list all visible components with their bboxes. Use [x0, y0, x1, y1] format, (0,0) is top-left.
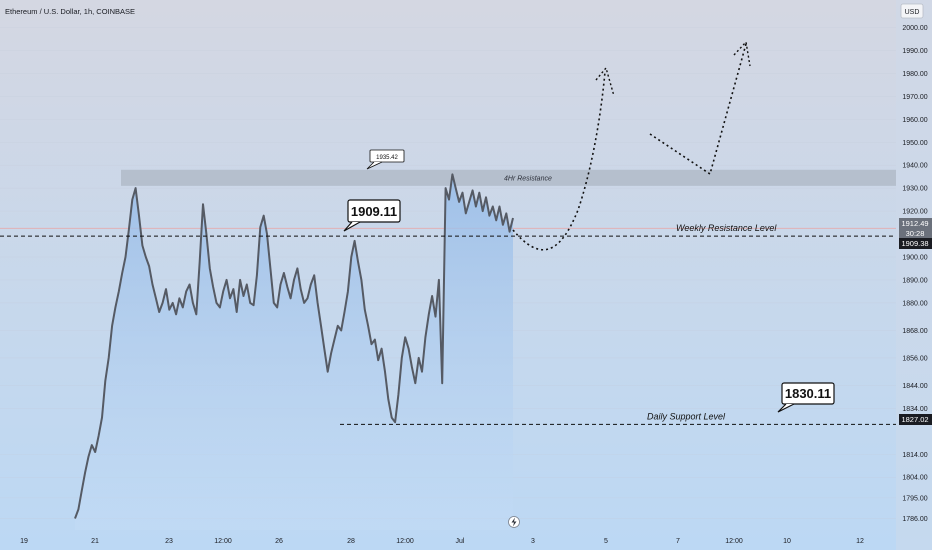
price-tick-label: 1868.00	[902, 328, 927, 335]
last-price-tag[interactable]: 1912.49 30:28	[899, 218, 932, 238]
price-tick-label: 1856.00	[902, 355, 927, 362]
callout-daily-support-value: 1830.11	[785, 386, 831, 401]
price-tick-label: 1930.00	[902, 186, 927, 193]
callout-daily-support[interactable]: 1830.11	[777, 382, 835, 413]
price-tick-label: 1920.00	[902, 209, 927, 216]
price-tick-label: 1880.00	[902, 300, 927, 307]
resistance-zone-label: 4Hr Resistance	[504, 175, 552, 182]
resistance-zone	[121, 169, 896, 186]
time-tick-label: 26	[275, 538, 283, 545]
lightning-icon[interactable]	[508, 516, 520, 528]
time-tick-label: 12:00	[214, 538, 232, 545]
price-tick-label: 1900.00	[902, 254, 927, 261]
price-tick-label: 1844.00	[902, 383, 927, 390]
projection-arrowhead-1	[595, 66, 615, 97]
price-tick-label: 1970.00	[902, 94, 927, 101]
time-axis-ticks: 19 21 23 12:00 26 28 12:00 Jul 3 5 7 12:00 10 12	[20, 538, 864, 545]
price-tick-label: 1834.00	[902, 406, 927, 413]
time-tick-label: 10	[783, 538, 791, 545]
callout-weekly-resistance-value: 1909.11	[351, 204, 397, 219]
callout-zone-top-value: 1935.42	[376, 155, 398, 161]
price-tick-label: 1950.00	[902, 140, 927, 147]
price-area	[75, 174, 513, 530]
price-axis-background[interactable]	[896, 0, 932, 550]
daily-support-price-tag-value: 1827.02	[901, 415, 928, 424]
price-tick-label: 1960.00	[902, 117, 927, 124]
time-tick-label: 12	[856, 538, 864, 545]
price-tick-label: 1795.00	[902, 495, 927, 502]
currency-button-label: USD	[905, 9, 920, 16]
price-tick-label: 1814.00	[902, 452, 927, 459]
time-tick-label: 23	[165, 538, 173, 545]
daily-support-label: Daily Support Level	[647, 411, 726, 421]
callout-weekly-resistance[interactable]: 1909.11	[343, 199, 401, 232]
weekly-resistance-price-tag[interactable]: 1909.38	[899, 238, 932, 249]
price-tick-label: 1990.00	[902, 48, 927, 55]
last-price-tag-value: 1912.49	[901, 219, 928, 228]
time-tick-label: 28	[347, 538, 355, 545]
price-tick-label: 2000.00	[902, 25, 927, 32]
projection-arrowhead-2	[733, 40, 751, 67]
time-tick-label: 7	[676, 538, 680, 545]
weekly-resistance-label: Weekly Resistance Level	[676, 223, 777, 233]
time-tick-label: 12:00	[725, 538, 743, 545]
price-tick-label: 1804.00	[902, 475, 927, 482]
weekly-resistance-price-tag-value: 1909.38	[901, 239, 928, 248]
price-line	[74, 173, 514, 519]
price-tick-label: 1890.00	[902, 277, 927, 284]
price-axis-ticks: 2000.00 1990.00 1980.00 1970.00 1960.00 1950.…	[902, 25, 927, 523]
time-tick-label: 19	[20, 538, 28, 545]
time-tick-label: 12:00	[396, 538, 414, 545]
time-tick-label: Jul	[456, 538, 465, 545]
price-tick-label: 1786.00	[902, 516, 927, 523]
price-tick-label: 1940.00	[902, 163, 927, 170]
time-tick-label: 3	[531, 538, 535, 545]
symbol-title[interactable]: Ethereum / U.S. Dollar, 1h, COINBASE	[5, 7, 135, 16]
callout-zone-top[interactable]: 1935.42	[366, 149, 405, 170]
price-tick-label: 1980.00	[902, 71, 927, 78]
currency-button[interactable]: USD	[900, 3, 924, 19]
time-tick-label: 5	[604, 538, 608, 545]
projection-path-1[interactable]	[512, 71, 606, 251]
time-tick-label: 21	[91, 538, 99, 545]
countdown-tag-value: 30:28	[906, 229, 925, 238]
daily-support-price-tag[interactable]: 1827.02	[899, 414, 932, 425]
